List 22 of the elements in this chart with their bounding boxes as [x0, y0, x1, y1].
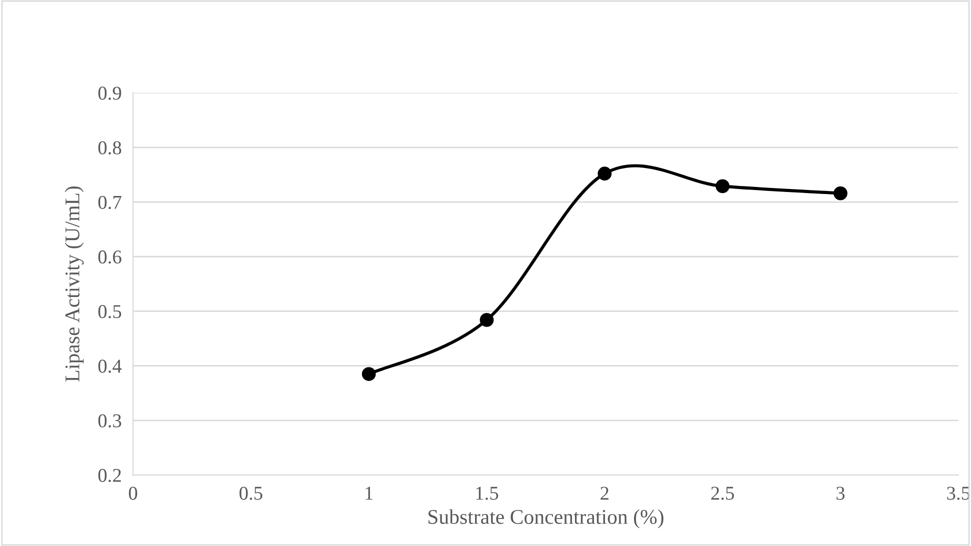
- x-tick-label: 2.5: [711, 486, 734, 500]
- x-axis-title: Substrate Concentration (%): [428, 509, 664, 528]
- x-tick-label: 2: [600, 486, 608, 500]
- x-tick-label: 3: [836, 486, 845, 500]
- x-tick-label: 0: [128, 486, 138, 500]
- y-tick-label: 0.7: [98, 196, 122, 210]
- x-tick-label: 0.5: [240, 486, 262, 500]
- point: [716, 179, 730, 194]
- point: [834, 186, 848, 200]
- point: [480, 313, 494, 327]
- y-tick-label: 0.2: [98, 468, 121, 482]
- point: [598, 166, 612, 181]
- y-tick-label: 0.5: [98, 305, 122, 318]
- x-tick-label: 1.5: [476, 486, 498, 500]
- x-tick-label: 1: [366, 486, 373, 500]
- y-tick-label: 0.6: [98, 250, 122, 264]
- y-tick-label: 0.8: [98, 141, 122, 154]
- y-tick-label: 0.9: [98, 86, 122, 100]
- point: [362, 367, 376, 381]
- y-tick-label: 0.4: [98, 360, 122, 373]
- y-axis-title: Lipase Activity (U/mL): [64, 186, 84, 382]
- y-tick-label: 0.3: [98, 414, 122, 428]
